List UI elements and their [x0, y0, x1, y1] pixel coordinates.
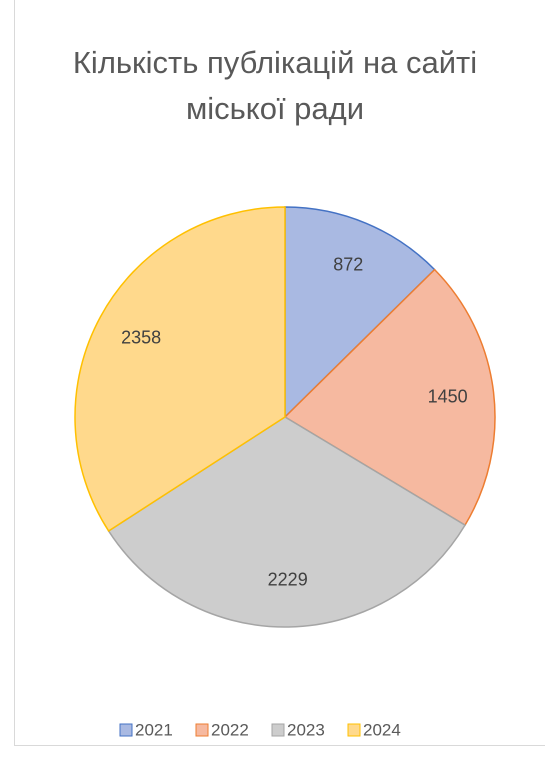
pie-slice — [283, 268, 496, 527]
legend-label: 2021 — [135, 720, 173, 739]
legend-swatch — [195, 723, 209, 737]
legend-label: 2022 — [211, 720, 249, 739]
pie-slice — [107, 416, 467, 628]
legend-swatch — [347, 723, 361, 737]
pie-slice — [284, 206, 436, 419]
data-label: 1450 — [428, 386, 468, 406]
legend-label: 2023 — [287, 720, 325, 739]
pie-slice — [74, 206, 286, 532]
legend-label: 2024 — [363, 720, 401, 739]
chart-title: Кількість публікацій на сайті міської ра… — [72, 45, 478, 126]
legend-swatch — [271, 723, 285, 737]
data-label: 872 — [333, 255, 363, 275]
data-label: 2229 — [268, 570, 308, 590]
legend-swatch — [119, 723, 133, 737]
data-label: 2358 — [121, 327, 161, 347]
